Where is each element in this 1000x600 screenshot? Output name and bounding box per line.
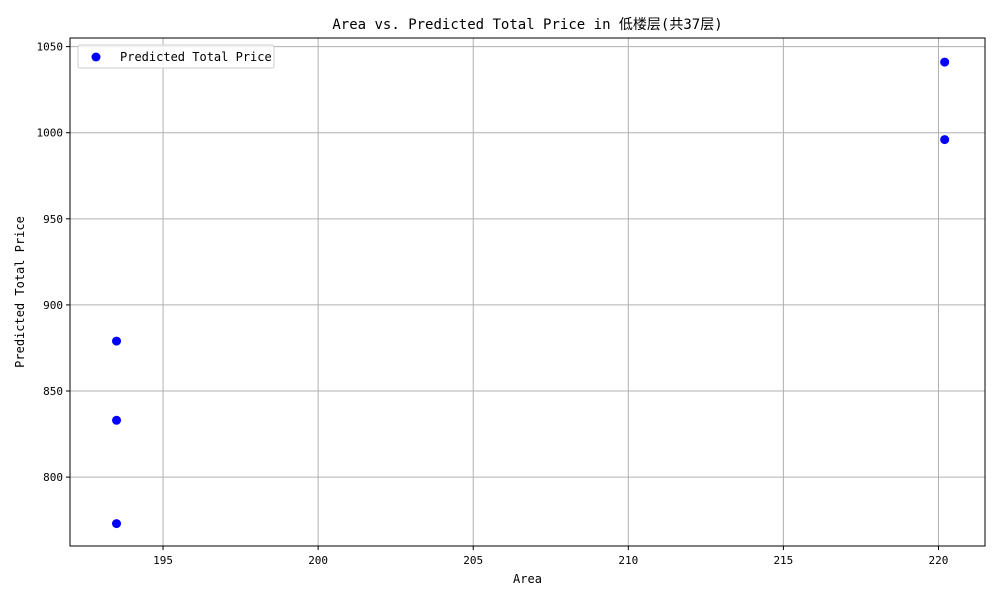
legend-marker — [91, 52, 101, 62]
scatter-point — [112, 519, 122, 529]
x-ticks: 195 200 205 210 215 220 — [153, 546, 948, 567]
plot-frame — [69, 37, 986, 547]
legend: Predicted Total Price — [77, 44, 275, 69]
y-tick-label: 1050 — [37, 41, 64, 54]
x-tick-label: 215 — [773, 554, 793, 567]
y-tick-label: 950 — [43, 213, 63, 226]
x-axis-label: Area — [513, 572, 542, 586]
scatter-point — [940, 57, 950, 67]
legend-box — [77, 44, 275, 69]
scatter-point — [112, 415, 122, 425]
legend-label: Predicted Total Price — [120, 50, 272, 64]
data-points — [112, 57, 950, 529]
x-tick-label: 210 — [618, 554, 638, 567]
y-tick-label: 900 — [43, 299, 63, 312]
y-tick-label: 1000 — [37, 127, 64, 140]
y-tick-label: 850 — [43, 385, 63, 398]
x-tick-label: 220 — [929, 554, 949, 567]
x-tick-label: 200 — [308, 554, 328, 567]
scatter-point — [940, 135, 950, 145]
y-ticks: 800 850 900 950 1000 1050 — [37, 41, 70, 484]
y-axis-label: Predicted Total Price — [13, 216, 27, 368]
x-tick-label: 205 — [463, 554, 483, 567]
y-tick-label: 800 — [43, 471, 63, 484]
chart-title: Area vs. Predicted Total Price in 低楼层(共3… — [332, 17, 722, 33]
grid — [70, 38, 985, 546]
scatter-point — [112, 336, 122, 346]
x-tick-label: 195 — [153, 554, 173, 567]
